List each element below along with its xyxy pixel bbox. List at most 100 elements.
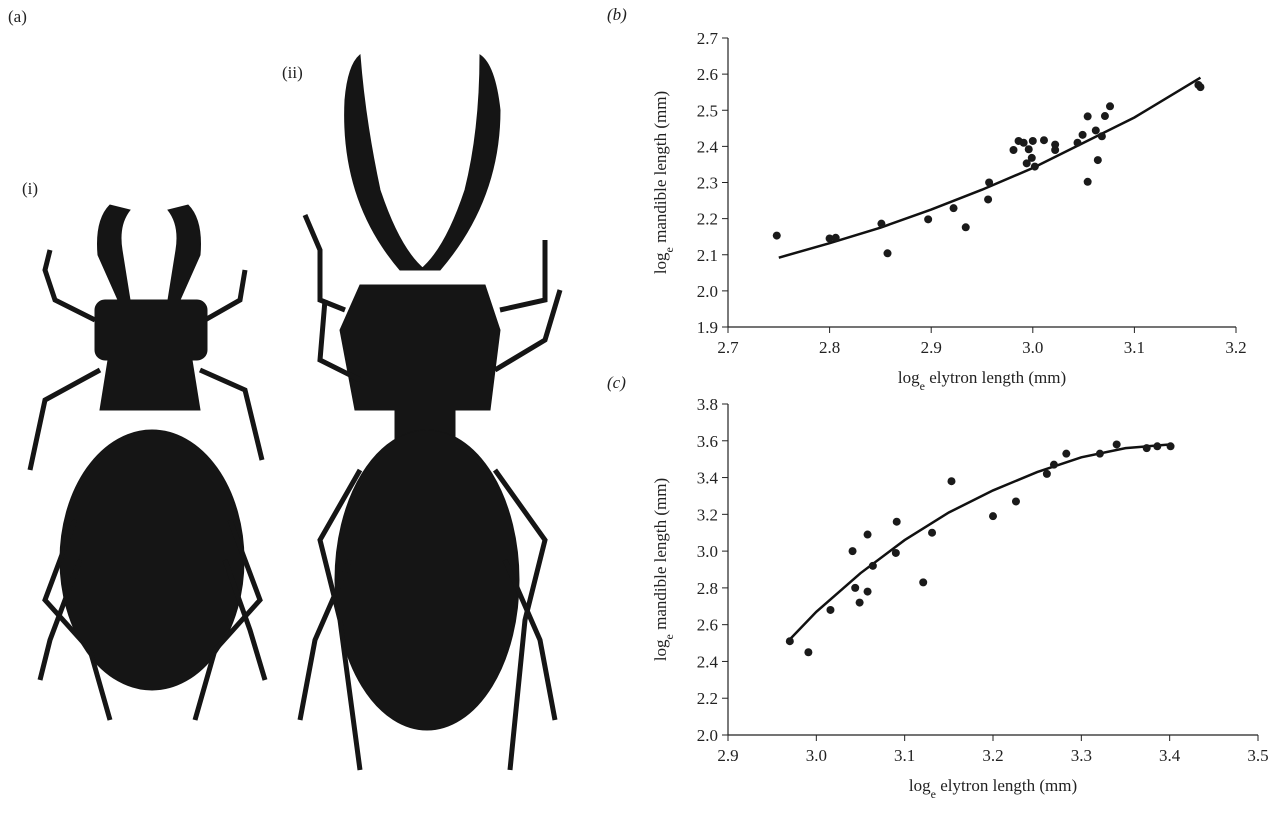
x-tick-label: 3.1 bbox=[1124, 338, 1145, 357]
x-tick-label: 3.0 bbox=[806, 746, 827, 765]
point bbox=[892, 549, 900, 557]
x-tick-label: 3.1 bbox=[894, 746, 915, 765]
x-tick-label: 2.9 bbox=[717, 746, 738, 765]
point bbox=[1009, 146, 1017, 154]
beetle-ii bbox=[300, 55, 560, 770]
point bbox=[1084, 178, 1092, 186]
x-tick-label: 3.5 bbox=[1247, 746, 1268, 765]
y-tick-label: 2.0 bbox=[697, 726, 718, 745]
point bbox=[786, 637, 794, 645]
point bbox=[826, 606, 834, 614]
point bbox=[919, 578, 927, 586]
y-tick-label: 2.2 bbox=[697, 689, 718, 708]
point bbox=[1096, 450, 1104, 458]
y-tick-label: 2.5 bbox=[697, 101, 718, 120]
y-axis-label-part: mandible length (mm) bbox=[651, 91, 670, 247]
x-axis-label: loge elytron length (mm) bbox=[909, 776, 1077, 801]
point bbox=[869, 562, 877, 570]
point bbox=[864, 588, 872, 596]
point bbox=[1031, 163, 1039, 171]
point bbox=[773, 232, 781, 240]
point bbox=[924, 215, 932, 223]
point bbox=[950, 204, 958, 212]
point bbox=[1092, 126, 1100, 134]
x-axis-label-part: elytron length (mm) bbox=[925, 368, 1066, 387]
point bbox=[928, 529, 936, 537]
x-axis-label-part: elytron length (mm) bbox=[936, 776, 1077, 795]
x-tick-label: 2.7 bbox=[717, 338, 739, 357]
y-tick-label: 3.2 bbox=[697, 505, 718, 524]
y-tick-label: 2.6 bbox=[697, 616, 718, 635]
figure: (a) (i) (ii) (b) 2.7 2.8 2.9 3.0 3.1 3.2 1.9 2.0… bbox=[0, 0, 1276, 811]
point bbox=[1020, 139, 1028, 147]
x-tick-label: 3.2 bbox=[1225, 338, 1246, 357]
panel-label: (c) bbox=[607, 373, 626, 392]
point bbox=[1029, 137, 1037, 145]
point bbox=[1098, 132, 1106, 140]
point bbox=[1012, 497, 1020, 505]
point bbox=[1153, 442, 1161, 450]
point bbox=[1028, 154, 1036, 162]
point bbox=[849, 547, 857, 555]
point bbox=[851, 584, 859, 592]
x-axis-label-part: log bbox=[909, 776, 931, 795]
x-tick-label: 3.2 bbox=[982, 746, 1003, 765]
point bbox=[962, 223, 970, 231]
point bbox=[1101, 112, 1109, 120]
specimen-label: (ii) bbox=[282, 63, 303, 82]
y-tick-label: 3.0 bbox=[697, 542, 718, 561]
point bbox=[1043, 470, 1051, 478]
beetle-i bbox=[30, 205, 265, 720]
y-axis-label-part: log bbox=[651, 252, 670, 274]
point bbox=[984, 195, 992, 203]
point bbox=[1062, 450, 1070, 458]
point bbox=[1167, 442, 1175, 450]
y-tick-label: 3.4 bbox=[697, 469, 719, 488]
point bbox=[1025, 145, 1033, 153]
point bbox=[985, 179, 993, 187]
y-axis-label: loge mandible length (mm) bbox=[651, 91, 676, 274]
x-tick-label: 3.3 bbox=[1071, 746, 1092, 765]
x-axis-label: loge elytron length (mm) bbox=[898, 368, 1066, 393]
x-tick-label: 2.9 bbox=[921, 338, 942, 357]
y-tick-label: 2.3 bbox=[697, 174, 718, 193]
y-axis-label-part: mandible length (mm) bbox=[651, 478, 670, 634]
y-tick-label: 2.7 bbox=[697, 29, 719, 48]
point bbox=[884, 249, 892, 257]
fit-curve bbox=[779, 78, 1201, 258]
y-tick-label: 2.2 bbox=[697, 210, 718, 229]
y-tick-label: 3.8 bbox=[697, 395, 718, 414]
y-tick-label: 2.0 bbox=[697, 282, 718, 301]
y-tick-label: 2.8 bbox=[697, 579, 718, 598]
panel-label: (b) bbox=[607, 5, 627, 24]
point bbox=[947, 477, 955, 485]
y-axis-label-part: log bbox=[651, 639, 670, 661]
point bbox=[832, 234, 840, 242]
point bbox=[893, 518, 901, 526]
point bbox=[856, 599, 864, 607]
x-tick-label: 2.8 bbox=[819, 338, 840, 357]
point bbox=[1079, 131, 1087, 139]
x-tick-label: 3.4 bbox=[1159, 746, 1181, 765]
point bbox=[864, 531, 872, 539]
fit-curve bbox=[790, 444, 1170, 639]
point bbox=[1196, 83, 1204, 91]
point bbox=[1040, 136, 1048, 144]
point bbox=[1074, 139, 1082, 147]
point bbox=[1084, 112, 1092, 120]
point bbox=[989, 512, 997, 520]
y-tick-label: 3.6 bbox=[697, 432, 718, 451]
y-tick-label: 2.1 bbox=[697, 246, 718, 265]
point bbox=[804, 648, 812, 656]
point bbox=[1050, 461, 1058, 469]
panel-label: (a) bbox=[8, 7, 27, 26]
point bbox=[1113, 440, 1121, 448]
y-axis-label: loge mandible length (mm) bbox=[651, 478, 676, 661]
y-tick-label: 1.9 bbox=[697, 318, 718, 337]
point bbox=[1143, 444, 1151, 452]
x-tick-label: 3.0 bbox=[1022, 338, 1043, 357]
y-tick-label: 2.4 bbox=[697, 137, 719, 156]
specimen-label: (i) bbox=[22, 179, 38, 198]
point bbox=[1094, 156, 1102, 164]
point bbox=[877, 220, 885, 228]
